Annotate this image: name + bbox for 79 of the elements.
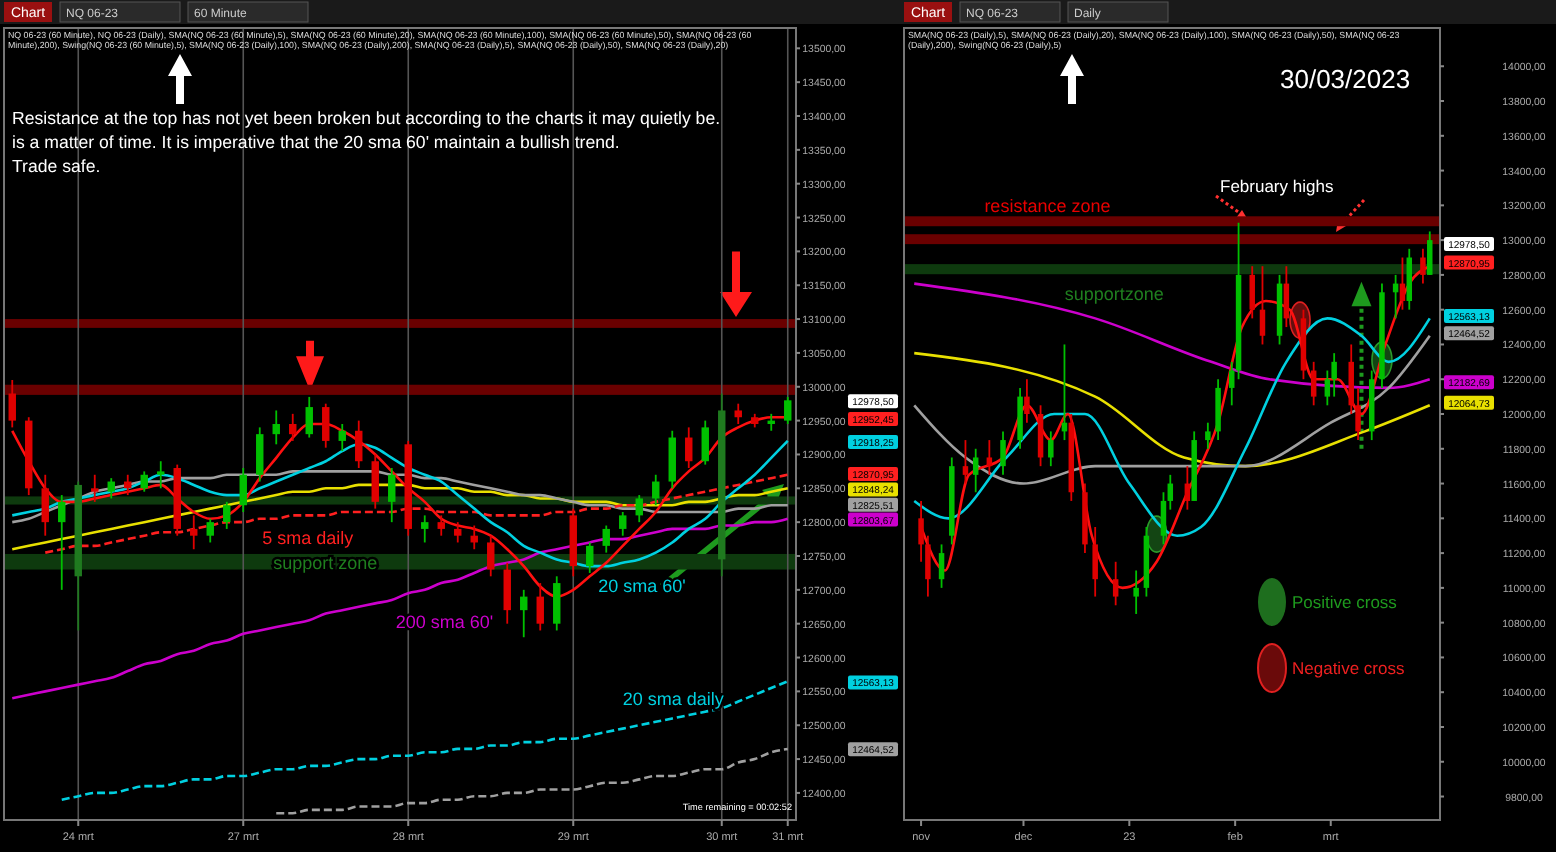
- candlestick: [1024, 378, 1030, 424]
- line-series: [912, 334, 1432, 485]
- candlestick: [239, 467, 247, 513]
- candlestick: [190, 514, 198, 551]
- candlestick: [454, 521, 462, 544]
- series-label: 200 sma 60': [395, 612, 494, 632]
- annotation: Positive cross: [1292, 592, 1397, 612]
- candlestick: [602, 524, 610, 554]
- candlestick: [536, 582, 544, 632]
- candlestick: [1037, 404, 1044, 468]
- candlestick: [701, 419, 709, 466]
- candlestick: [437, 514, 445, 537]
- line-series: [60, 679, 790, 801]
- line-series: [912, 282, 1432, 390]
- candlestick: [107, 477, 115, 500]
- candlestick: [157, 460, 165, 490]
- candlestick: [58, 494, 66, 591]
- candlestick: [91, 473, 99, 503]
- candlestick: [1205, 421, 1211, 450]
- series-label: 20 sma 60': [598, 576, 687, 597]
- candlestick: [619, 511, 627, 537]
- band-label: support zone: [273, 552, 378, 573]
- candlestick: [388, 467, 396, 524]
- candlestick: [586, 541, 594, 574]
- candlestick: [503, 561, 511, 625]
- candlestick: [371, 453, 379, 510]
- line-series: [912, 317, 1432, 538]
- candlestick: [1048, 430, 1054, 468]
- candlestick: [1215, 378, 1221, 441]
- annotation: Resistance at the top has not yet been broken but according to the charts it may quietly be.: [12, 108, 721, 128]
- series-label: 5 sma daily: [262, 528, 355, 548]
- band-label: resistance zone: [984, 196, 1111, 217]
- line-series: [274, 747, 790, 815]
- line-series: [43, 473, 790, 554]
- candlestick: [962, 439, 969, 485]
- candlestick: [1259, 265, 1266, 346]
- candlestick: [1406, 247, 1413, 311]
- candlestick: [1310, 360, 1317, 407]
- candlestick: [1112, 560, 1119, 607]
- candlestick: [734, 402, 742, 425]
- candlestick: [421, 514, 429, 544]
- series-label: 20 sma daily: [622, 688, 725, 709]
- candlestick: [355, 419, 363, 469]
- candlestick: [1249, 265, 1255, 320]
- candlestick: [289, 412, 297, 442]
- candlestick: [206, 517, 214, 544]
- candlestick: [8, 379, 16, 429]
- candlestick: [553, 575, 561, 632]
- candlestick: [305, 396, 313, 439]
- candlestick: [338, 423, 346, 452]
- candlestick: [986, 439, 993, 476]
- annotation: February highs: [1220, 176, 1334, 196]
- candlestick: [140, 470, 148, 493]
- candlestick: [938, 543, 945, 589]
- annotation: 30/03/2023: [1280, 64, 1411, 94]
- line-series: [912, 351, 1432, 468]
- candlestick: [1420, 247, 1426, 285]
- candlestick: [668, 429, 676, 490]
- annotation: is a matter of time. It is imperative that the 20 sma 60' maintain a bullish trend.: [12, 132, 620, 152]
- candlestick: [487, 534, 495, 578]
- annotation: Trade safe.: [12, 156, 101, 176]
- annotation: Negative cross: [1292, 658, 1405, 678]
- candlestick: [256, 426, 264, 483]
- candlestick: [223, 500, 231, 530]
- candlestick: [1000, 430, 1006, 476]
- candlestick: [322, 402, 330, 449]
- candlestick: [1133, 569, 1139, 615]
- candlestick: [1017, 387, 1023, 450]
- candlestick: [685, 426, 693, 469]
- candlestick: [635, 494, 643, 524]
- candlestick: [972, 447, 979, 494]
- band-label: supportzone: [1064, 284, 1164, 305]
- candlestick: [41, 473, 49, 537]
- candlestick: [520, 588, 528, 639]
- candlestick: [1331, 352, 1337, 398]
- candlestick: [272, 409, 280, 446]
- candlestick: [1092, 526, 1098, 598]
- candlestick: [784, 396, 792, 425]
- candlestick: [1427, 230, 1433, 276]
